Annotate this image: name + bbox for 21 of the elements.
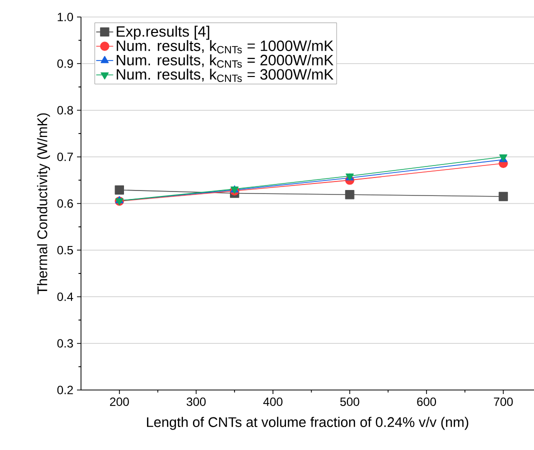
legend-label: Num. results, k$_{CNTs}$ = 3000W/mK (116, 68, 334, 82)
x-tick-label: 200 (110, 398, 129, 406)
y-axis-title: Thermal Conductivity (W/mK) (37, 113, 50, 294)
y-tick-label: 0.4 (57, 292, 74, 301)
y-tick-label: 0.8 (57, 106, 73, 114)
y-tick-label: 0.9 (57, 59, 73, 68)
x-tick-label: 300 (186, 398, 206, 406)
y-tick-label: 0.3 (57, 339, 73, 348)
x-tick-label: 600 (417, 398, 436, 406)
legend-label: Num. results, k$_{CNTs}$ = 2000W/mK (116, 54, 334, 68)
y-tick-label: 0.6 (57, 199, 73, 208)
y-tick-label: 0.7 (57, 152, 73, 162)
x-tick-label: 500 (340, 398, 360, 406)
y-tick-label: 0.2 (57, 386, 73, 394)
legend-label: Num. results, k$_{CNTs}$ = 1000W/mK (116, 40, 334, 54)
legend-label: Exp.results [4] (116, 26, 210, 40)
x-tick-label: 700 (494, 398, 513, 406)
x-axis-title: Length of CNTs at volume fraction of 0.24% v/v (nm) (147, 416, 468, 430)
x-tick-label: 400 (263, 398, 282, 406)
y-tick-label: 1.0 (58, 12, 74, 22)
y-tick-label: 0.5 (57, 246, 73, 254)
